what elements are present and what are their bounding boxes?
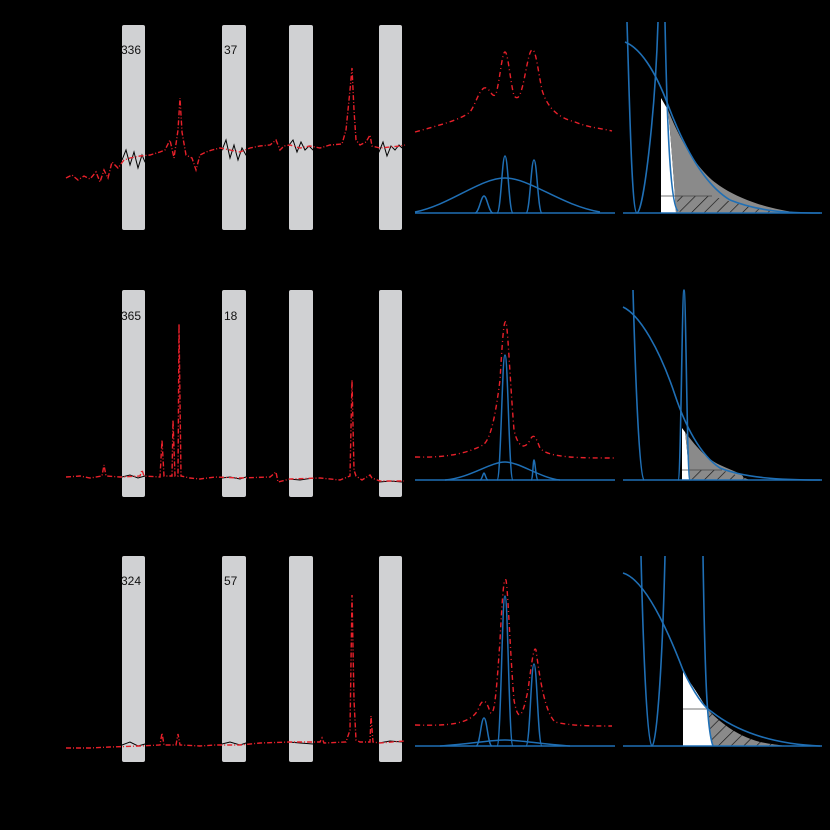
- row1-profile-panel: [414, 49, 615, 214]
- tail-hatch-fill: [707, 709, 800, 746]
- label-b: 37: [224, 43, 238, 57]
- model-spectrum-line: [65, 323, 404, 483]
- component-lines: [414, 155, 615, 214]
- row3-spectrum-panel: 324 57: [66, 556, 405, 762]
- window-bands: [122, 290, 402, 497]
- row1-distribution-panel: [623, 21, 822, 214]
- total-profile-line: [414, 579, 613, 727]
- curves: [623, 21, 822, 214]
- tail-hatch-fill: [690, 470, 750, 480]
- component-lines: [415, 595, 615, 747]
- curves: [622, 289, 822, 481]
- row2-profile-panel: [414, 321, 616, 481]
- label-a: 324: [121, 574, 141, 588]
- row3-distribution-panel: [622, 555, 822, 747]
- model-spectrum-line: [66, 594, 405, 749]
- window-bands: [122, 556, 402, 762]
- window-bands: [122, 25, 402, 230]
- tail-gray-fill: [668, 110, 800, 213]
- label-b: 18: [224, 309, 238, 323]
- row2-spectrum-panel: 365 18: [65, 290, 404, 497]
- model-spectrum-line: [65, 67, 406, 185]
- interval-white-fill: [682, 428, 690, 480]
- total-profile-line: [414, 321, 616, 459]
- tail-hatch-fill: [676, 196, 800, 213]
- label-b: 57: [224, 574, 238, 588]
- row1-spectrum-panel: 336 37: [65, 25, 406, 230]
- row2-distribution-panel: [622, 289, 822, 481]
- total-profile-line: [414, 49, 613, 133]
- observed-spectrum-line: [121, 138, 403, 170]
- label-a: 365: [121, 309, 141, 323]
- curves: [622, 555, 822, 747]
- row3-profile-panel: [414, 579, 615, 747]
- component-lines: [415, 354, 615, 481]
- tail-gray-fill: [685, 432, 744, 480]
- label-a: 336: [121, 43, 141, 57]
